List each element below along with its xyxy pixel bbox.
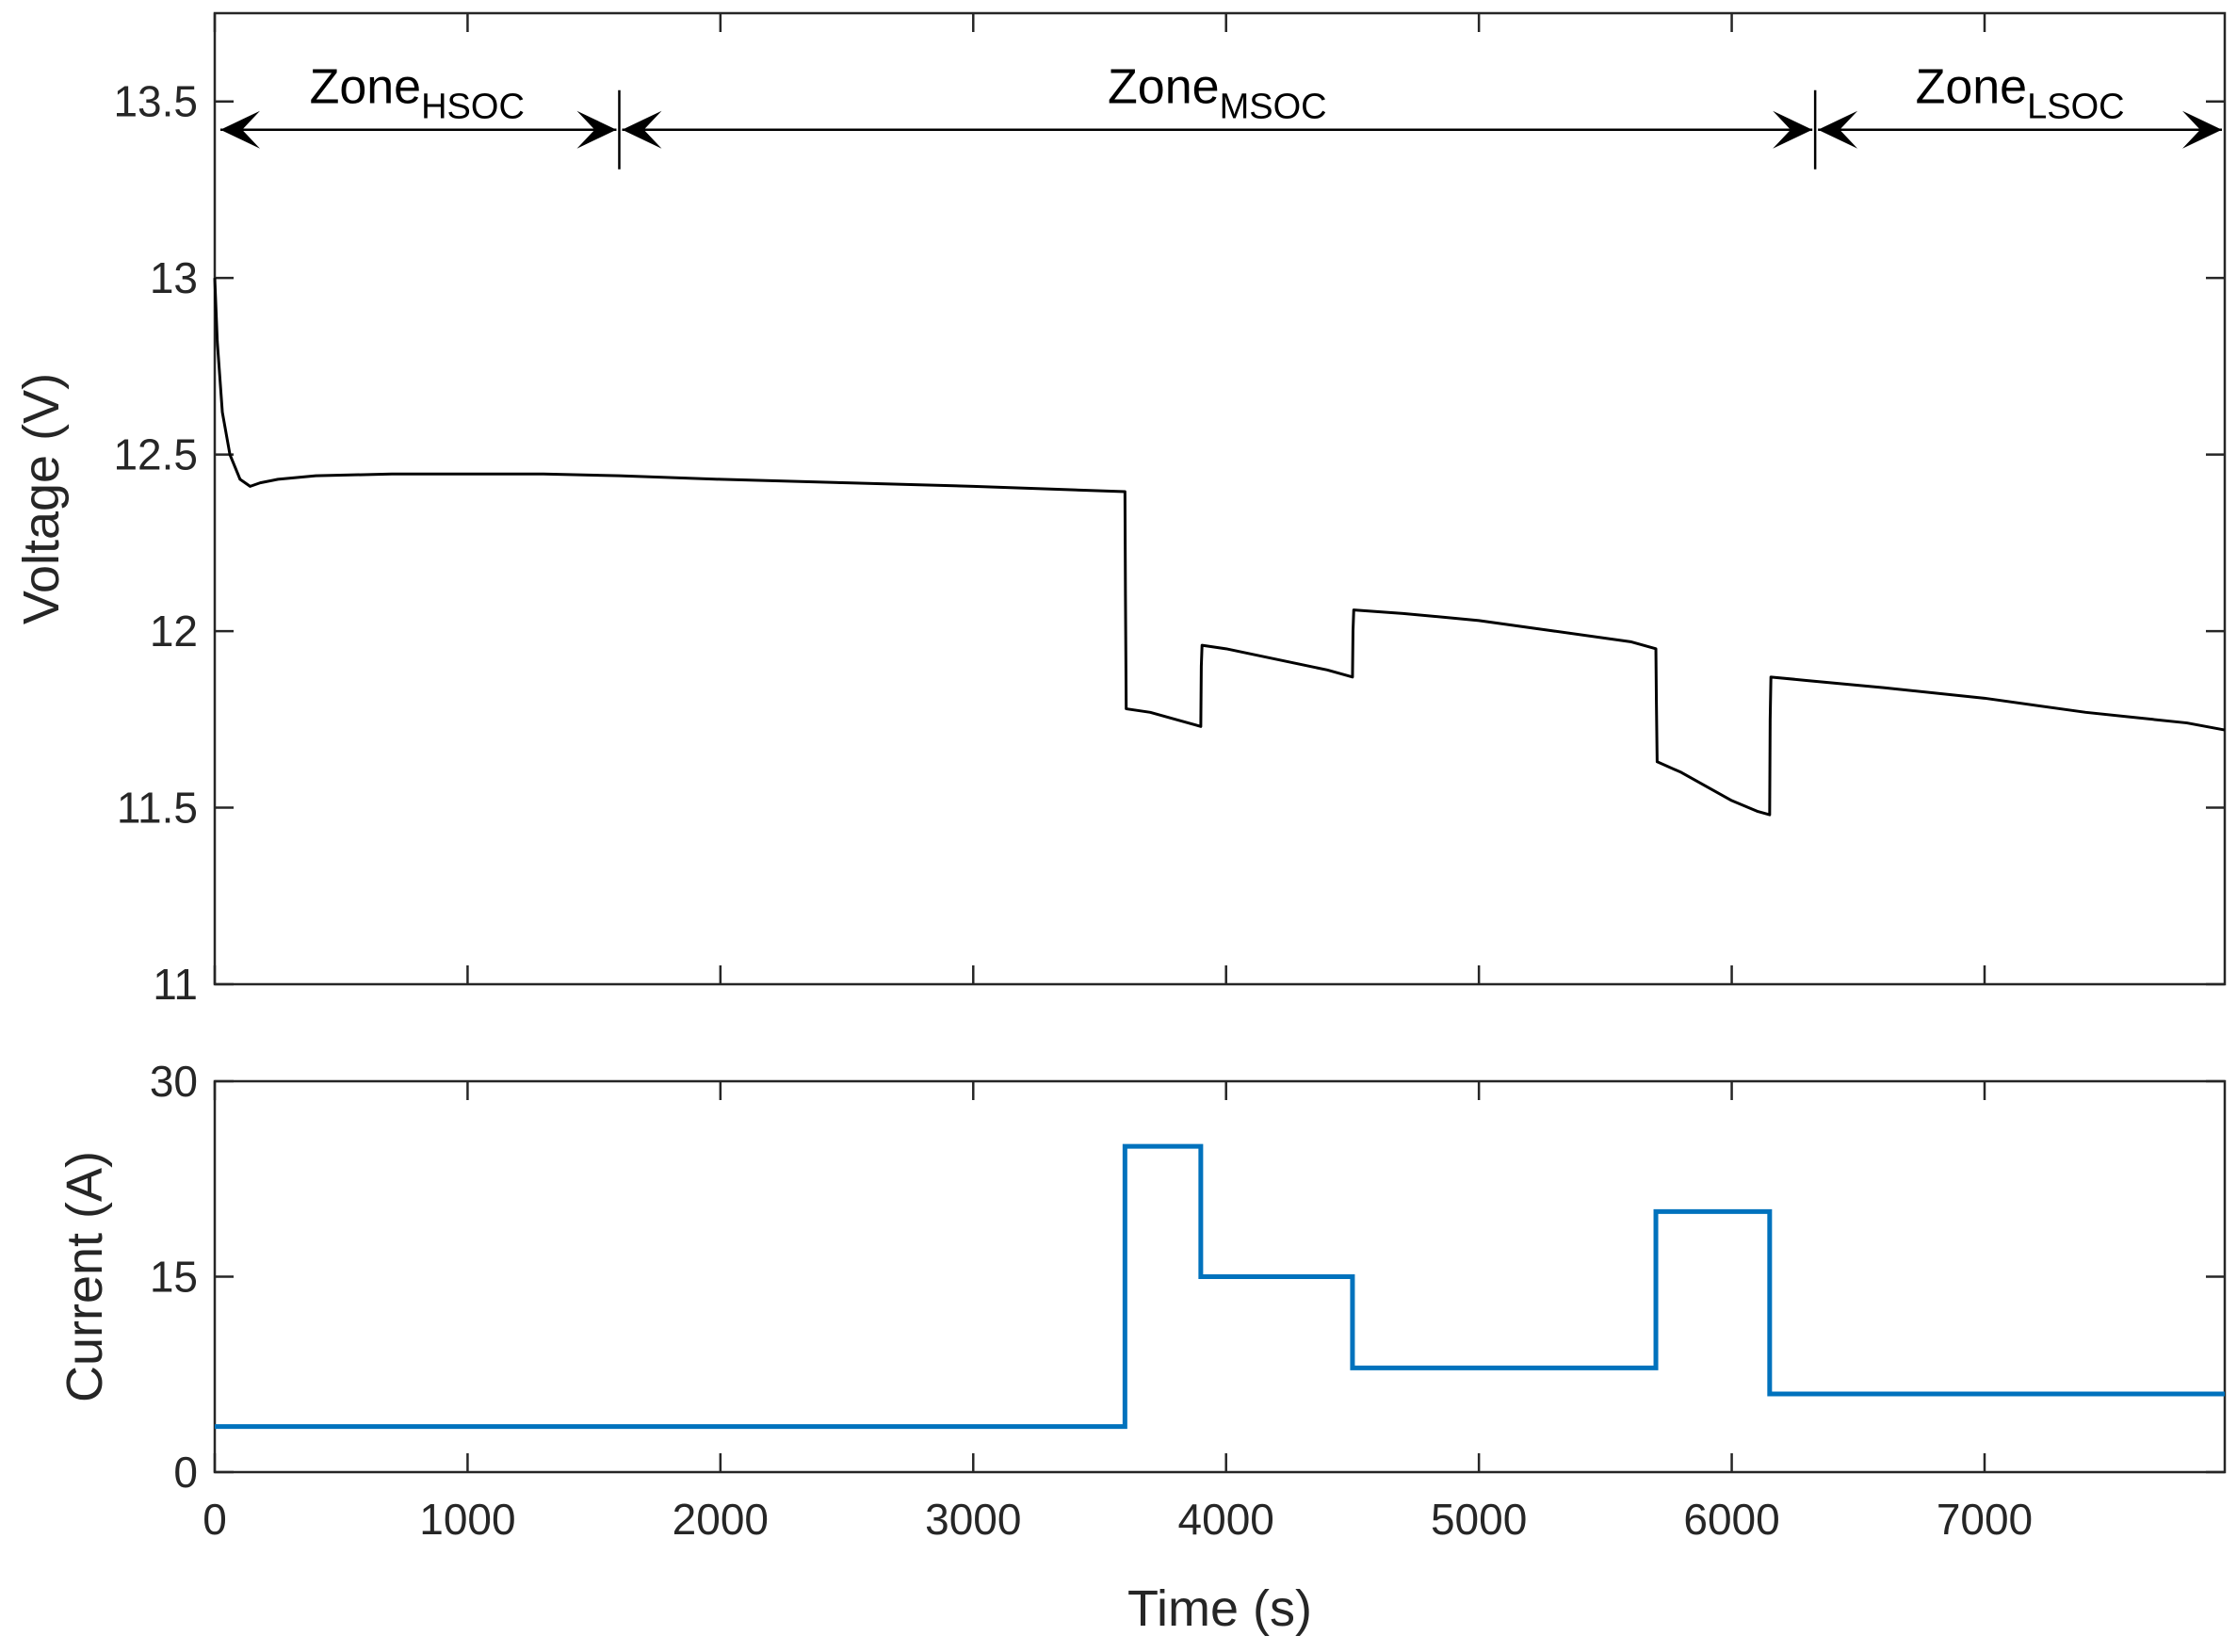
current-y-tick-label: 0 <box>173 1448 198 1497</box>
x-tick-label: 0 <box>203 1495 227 1544</box>
x-tick-label: 4000 <box>1178 1495 1274 1544</box>
voltage-series-line <box>213 278 2226 817</box>
voltage-y-tick-label: 13.5 <box>113 77 198 126</box>
zone-label-main: Zone <box>1108 60 1220 115</box>
zone-label-subscript: HSOC <box>421 88 525 127</box>
voltage-y-tick-label: 11.5 <box>117 784 198 833</box>
current-x-ticks: 0 1000 2000 3000 4000 5000 6000 7000 <box>203 1081 2033 1544</box>
zone-label-main: Zone <box>1916 60 2028 115</box>
x-axis-title: Time (s) <box>1127 1580 1312 1637</box>
current-panel: 0 15 30 0 1000 2000 3000 4000 5000 6000 7000 Curr… <box>57 1057 2227 1637</box>
voltage-axes-frame <box>213 11 2227 986</box>
current-y-tick-label: 30 <box>150 1057 198 1106</box>
x-tick-label: 3000 <box>925 1495 1021 1544</box>
voltage-x-ticks <box>213 13 1986 984</box>
voltage-y-tick-label: 12.5 <box>113 430 198 479</box>
current-series-line <box>215 1143 2225 1430</box>
zone-label-main: Zone <box>310 60 422 115</box>
zone-arrowhead <box>576 110 617 149</box>
current-y-tick-label: 15 <box>150 1253 198 1302</box>
voltage-y-tick-label: 11 <box>153 960 198 1009</box>
x-tick-label: 6000 <box>1683 1495 1779 1544</box>
current-y-ticks: 0 15 30 <box>150 1057 2225 1497</box>
x-tick-label: 7000 <box>1937 1495 2033 1544</box>
zone-label-subscript: LSOC <box>2027 88 2124 127</box>
zone-arrowhead <box>220 110 260 149</box>
voltage-y-tick-label: 13 <box>150 253 198 302</box>
x-tick-label: 2000 <box>673 1495 769 1544</box>
x-tick-label: 5000 <box>1431 1495 1527 1544</box>
voltage-y-tick-label: 12 <box>150 607 198 656</box>
zone-label: ZoneMSOC <box>1108 60 1327 127</box>
zone-annotations: ZoneHSOC ZoneMSOC ZoneLSOC <box>220 60 2222 170</box>
zone-arrowhead <box>622 110 662 149</box>
current-y-axis-title: Current (A) <box>57 1151 113 1402</box>
zone-label: ZoneLSOC <box>1916 60 2125 127</box>
zone-label: ZoneHSOC <box>310 60 525 127</box>
voltage-y-axis-title: Voltage (V) <box>13 373 70 624</box>
voltage-y-ticks: 11 11.5 12 12.5 13 13.5 <box>113 77 2225 1009</box>
zone-arrowhead <box>2182 110 2222 149</box>
zone-arrowhead <box>1818 110 1858 149</box>
zone-arrowhead <box>1773 110 1813 149</box>
zone-label-subscript: MSOC <box>1220 88 1327 127</box>
x-tick-label: 1000 <box>419 1495 515 1544</box>
